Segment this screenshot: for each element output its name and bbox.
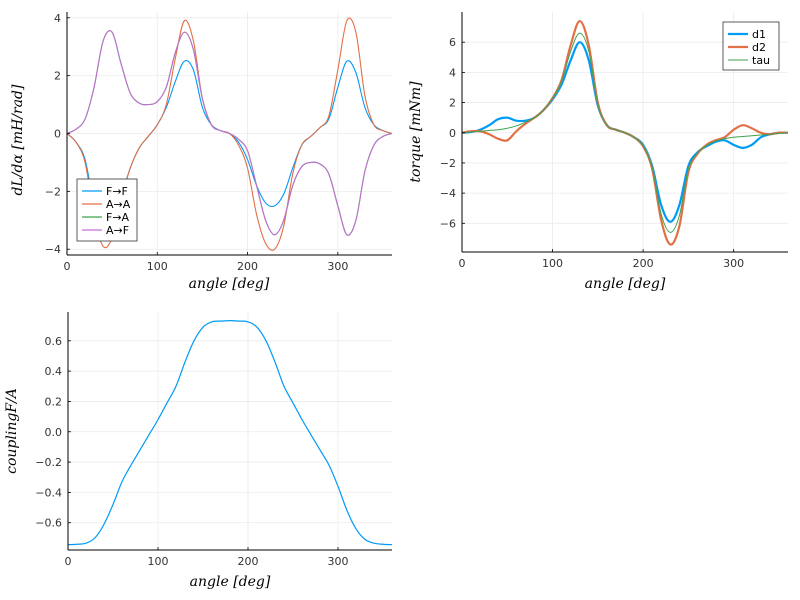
p1-x-axis-label: angle [deg] [189,276,270,292]
p1-xtick-label: 0 [64,260,71,273]
p1-xtick-label: 300 [327,260,348,273]
p1-xtick-label: 100 [147,260,168,273]
p2-xtick-label: 100 [542,257,563,270]
p2-ytick-label: −4 [440,187,456,200]
p1-ytick-label: 2 [54,70,61,83]
p2-legend: d1 d2 tau [722,21,780,71]
panel-dl-dalpha: 0 100 200 300 −4 −2 0 2 4 angle [deg] dL… [10,12,393,292]
p2-x-ticks: 0 100 200 300 [459,249,744,270]
p3-y-ticks: −0.6 −0.4 −0.2 0.0 0.2 0.4 0.6 [35,335,71,530]
p3-ytick-label: −0.2 [35,456,62,469]
p1-legend-label-ff: F→F [106,185,128,198]
p2-x-axis-label: angle [deg] [585,276,666,292]
p3-ytick-label: −0.4 [35,486,62,499]
p3-series [67,320,393,546]
p2-legend-label-d1: d1 [752,28,766,41]
p1-y-axis-label: dL/dα [mH/rad] [10,84,26,196]
p3-x-ticks: 0 100 200 300 [65,547,349,568]
p1-ytick-label: 4 [54,12,61,25]
p3-ytick-label: 0.0 [45,426,63,439]
p2-ytick-label: 0 [449,127,456,140]
p1-y-ticks: −4 −2 0 2 4 [45,12,70,256]
p1-legend-label-aa: A→A [106,198,131,211]
p2-xtick-label: 0 [459,257,466,270]
p1-legend-label-af: A→F [106,224,129,237]
p2-series [461,19,789,246]
p3-xtick-label: 0 [65,555,72,568]
p3-xtick-label: 100 [148,555,169,568]
p2-y-axis-label: torque [mNm] [408,81,424,183]
p3-x-axis-label: angle [deg] [190,574,271,590]
p2-xtick-label: 200 [633,257,654,270]
p1-ytick-label: −2 [45,185,61,198]
p3-ytick-label: 0.2 [45,395,63,408]
p1-ytick-label: −4 [45,243,61,256]
p2-ytick-label: 2 [449,97,456,110]
p2-legend-label-tau: tau [752,54,770,67]
p1-ytick-label: 0 [54,128,61,141]
p3-ytick-label: −0.6 [35,517,62,530]
p3-ytick-label: 0.4 [45,365,63,378]
p1-legend: F→F A→A F→A A→F [76,178,138,242]
p3-series-line-s0 [67,320,393,546]
p1-xtick-label: 200 [237,260,258,273]
p3-y-axis-label: couplingF/A [4,388,20,474]
p1-series-line-af [66,30,393,236]
p3-ytick-label: 0.6 [45,335,63,348]
p2-legend-label-d2: d2 [752,41,766,54]
p2-y-ticks: −6 −4 −2 0 2 4 6 [440,36,465,230]
p3-xtick-label: 300 [328,555,349,568]
panel-coupling: 0 100 200 300 −0.6 −0.4 −0.2 0.0 0.2 0.4… [4,312,393,590]
p2-ytick-label: −6 [440,217,456,230]
p2-ytick-label: 6 [449,36,456,49]
p2-ytick-label: −2 [440,157,456,170]
p3-grid [67,312,392,550]
p2-series-line-tau [461,32,789,233]
p1-x-ticks: 0 100 200 300 [64,252,348,273]
panel-torque: 0 100 200 300 −6 −4 −2 0 2 4 6 angle [de… [408,12,789,292]
p2-ytick-label: 4 [449,66,456,79]
p3-xtick-label: 200 [238,555,259,568]
p1-legend-box [76,178,138,242]
p1-legend-label-fa: F→A [106,211,130,224]
p2-xtick-label: 300 [723,257,744,270]
